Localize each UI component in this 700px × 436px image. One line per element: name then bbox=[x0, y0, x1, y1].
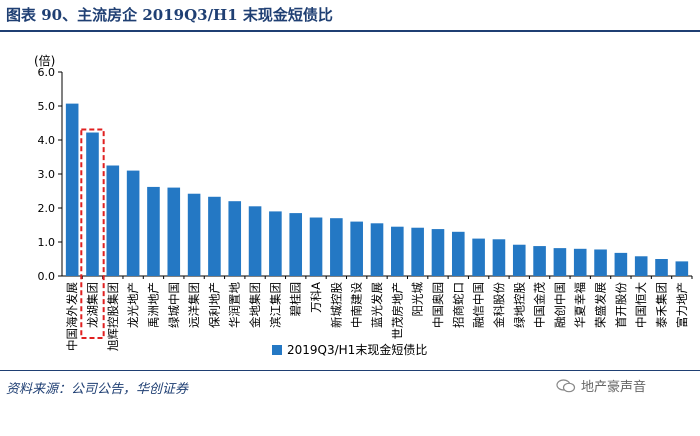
bar bbox=[655, 259, 668, 276]
x-tick-label: 蓝光发展 bbox=[370, 282, 384, 328]
bar bbox=[167, 187, 181, 276]
bar bbox=[391, 226, 404, 276]
bar bbox=[614, 252, 628, 276]
bar bbox=[309, 217, 323, 276]
bar bbox=[187, 193, 201, 276]
x-tick-label: 中国奥园 bbox=[431, 282, 445, 328]
x-tick-label: 中国恒大 bbox=[634, 282, 648, 328]
x-tick-label: 金地集团 bbox=[248, 282, 262, 328]
bar bbox=[411, 227, 424, 276]
bar bbox=[65, 103, 79, 277]
bar bbox=[451, 231, 465, 276]
x-tick-label: 碧桂园 bbox=[289, 282, 303, 317]
x-tick-label: 绿城中国 bbox=[167, 282, 181, 328]
x-tick-label: 荣盛发展 bbox=[594, 282, 608, 328]
title-rule bbox=[0, 30, 700, 32]
y-tick-label: 6.0 bbox=[38, 66, 56, 79]
bar bbox=[634, 256, 648, 276]
bar bbox=[370, 223, 384, 276]
x-tick-label: 远洋集团 bbox=[187, 282, 201, 328]
bar bbox=[431, 229, 445, 276]
legend-label: 2019Q3/H1末现金短债比 bbox=[287, 342, 427, 357]
x-tick-label: 阳光城 bbox=[411, 282, 425, 317]
bar bbox=[86, 132, 99, 276]
y-tick-label: 4.0 bbox=[38, 134, 56, 147]
bar bbox=[594, 249, 607, 276]
bar bbox=[533, 246, 546, 276]
x-tick-label: 新城控股 bbox=[329, 282, 343, 328]
bar bbox=[248, 206, 262, 276]
bar bbox=[106, 165, 120, 276]
x-tick-label: 融信中国 bbox=[472, 282, 486, 328]
watermark: 地产豪声音 bbox=[556, 376, 646, 395]
bar bbox=[269, 211, 282, 276]
bar bbox=[147, 186, 160, 276]
x-tick-label: 禹洲地产 bbox=[146, 282, 160, 328]
x-tick-label: 万科A bbox=[309, 282, 323, 313]
bar bbox=[289, 213, 303, 276]
title-bar: 图表 90、主流房企 2019Q3/H1 末现金短债比 bbox=[0, 0, 700, 32]
bar bbox=[330, 218, 343, 276]
chart-title: 图表 90、主流房企 2019Q3/H1 末现金短债比 bbox=[6, 6, 333, 24]
footer-rule bbox=[0, 370, 700, 371]
x-tick-label: 中国海外发展 bbox=[65, 282, 79, 351]
x-tick-label: 首开股份 bbox=[614, 282, 628, 328]
y-tick-label: 5.0 bbox=[38, 100, 56, 113]
x-tick-label: 滨江集团 bbox=[268, 282, 282, 328]
x-tick-label: 中南建设 bbox=[350, 282, 364, 328]
x-tick-label: 龙湖集团 bbox=[85, 282, 99, 328]
x-tick-label: 泰禾集团 bbox=[655, 282, 669, 328]
x-tick-label: 华夏幸福 bbox=[573, 282, 587, 328]
bar bbox=[675, 261, 689, 276]
bar bbox=[512, 244, 526, 276]
bar bbox=[208, 196, 221, 276]
y-tick-label: 0.0 bbox=[38, 270, 56, 283]
x-tick-label: 融创中国 bbox=[553, 282, 567, 328]
bar bbox=[492, 239, 506, 276]
bar bbox=[553, 248, 567, 276]
bar bbox=[573, 248, 587, 276]
x-tick-label: 中国金茂 bbox=[533, 282, 547, 328]
bar-chart: (倍) 0.0 1.0 2.0 3.0 4.0 5.0 6.0 中国海外发展 龙湖集团 旭辉控股集团… bbox=[34, 53, 693, 357]
x-tick-label: 世茂房地产 bbox=[390, 282, 404, 340]
x-tick-label: 富力地产 bbox=[675, 282, 689, 328]
y-tick-label: 2.0 bbox=[38, 202, 56, 215]
watermark-text: 地产豪声音 bbox=[581, 380, 647, 395]
source-note: 资料来源：公司公告，华创证券 bbox=[6, 382, 189, 397]
bar bbox=[126, 170, 140, 276]
x-tick-label: 龙光地产 bbox=[126, 282, 140, 328]
wechat-icon bbox=[556, 378, 576, 392]
y-tick-label: 3.0 bbox=[38, 168, 56, 181]
x-tick-label: 绿地控股 bbox=[512, 282, 526, 328]
y-axis-label: (倍) bbox=[34, 53, 55, 68]
x-tick-label: 旭辉控股集团 bbox=[106, 282, 120, 351]
bar bbox=[350, 221, 363, 276]
x-tick-label: 招商蛇口 bbox=[451, 282, 465, 328]
x-tick-label: 华润置地 bbox=[228, 282, 242, 328]
legend-swatch bbox=[272, 345, 282, 355]
highlight-box bbox=[80, 128, 105, 339]
x-tick-label: 金科股份 bbox=[492, 282, 506, 328]
bar bbox=[472, 238, 485, 276]
y-tick-label: 1.0 bbox=[38, 236, 56, 249]
bar bbox=[228, 201, 242, 276]
x-tick-label: 保利地产 bbox=[207, 282, 221, 328]
